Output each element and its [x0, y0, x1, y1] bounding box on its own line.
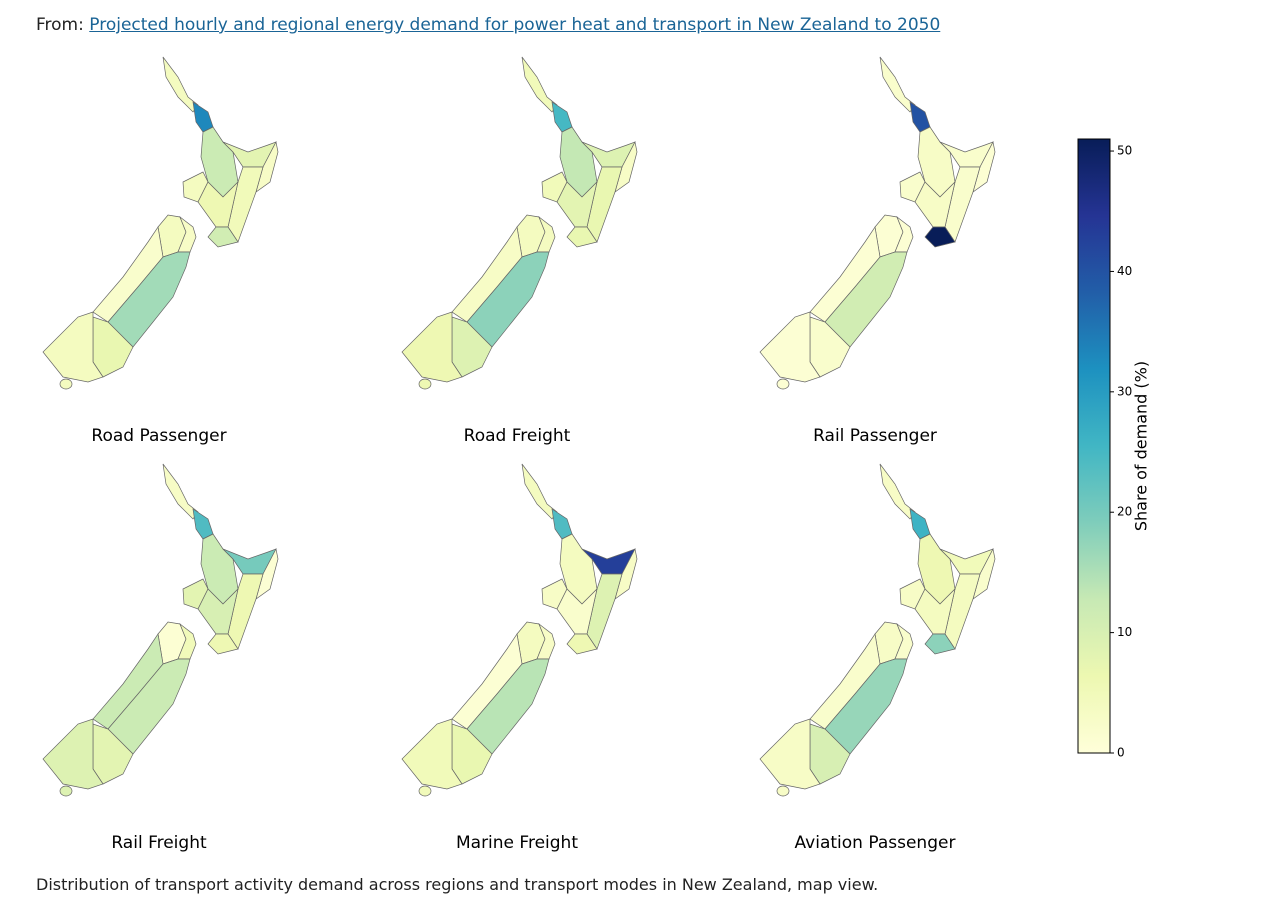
- caption: Distribution of transport activity deman…: [36, 875, 879, 894]
- colorbar-tick-label: 30: [1117, 384, 1132, 398]
- map-title: Road Passenger: [91, 426, 226, 446]
- map-title: Road Freight: [464, 426, 571, 446]
- map-title: Marine Freight: [456, 833, 578, 853]
- region: [107, 251, 191, 348]
- region: [566, 226, 598, 248]
- region: [879, 56, 916, 113]
- colorbar-tick-label: 20: [1117, 505, 1132, 519]
- island: [59, 785, 73, 797]
- colorbar-tick-label: 50: [1117, 144, 1132, 158]
- region: [521, 56, 558, 113]
- region: [521, 463, 558, 520]
- map: [42, 463, 279, 797]
- map-title: Aviation Passenger: [795, 833, 956, 853]
- region: [401, 718, 463, 790]
- region: [759, 718, 821, 790]
- map-title: Rail Passenger: [813, 426, 937, 446]
- island: [776, 785, 790, 797]
- region: [824, 658, 908, 755]
- region: [909, 101, 931, 133]
- region: [924, 633, 956, 655]
- source-link[interactable]: Projected hourly and regional energy dem…: [89, 15, 941, 35]
- region: [192, 101, 214, 133]
- region: [107, 658, 191, 755]
- colorbar-label: Share of demand (%): [1132, 361, 1151, 531]
- island: [418, 785, 432, 797]
- map: [42, 56, 279, 390]
- region: [466, 251, 550, 348]
- region: [909, 508, 931, 540]
- region: [759, 311, 821, 383]
- map: [759, 56, 996, 390]
- region: [401, 311, 463, 383]
- region: [824, 251, 908, 348]
- island: [776, 378, 790, 390]
- region: [207, 226, 239, 248]
- region: [42, 718, 104, 790]
- region: [879, 463, 916, 520]
- region: [551, 101, 573, 133]
- region: [162, 463, 199, 520]
- region: [162, 56, 199, 113]
- map-title: Rail Freight: [111, 833, 207, 853]
- map: [401, 463, 638, 797]
- region: [42, 311, 104, 383]
- region: [551, 508, 573, 540]
- colorbar-tick-label: 0: [1117, 746, 1125, 760]
- region: [192, 508, 214, 540]
- region: [924, 226, 956, 248]
- colorbar-tick-label: 40: [1117, 264, 1132, 278]
- region: [566, 633, 598, 655]
- region: [466, 658, 550, 755]
- colorbar-tick-label: 10: [1117, 625, 1132, 639]
- map: [759, 463, 996, 797]
- island: [418, 378, 432, 390]
- map: [401, 56, 638, 390]
- island: [59, 378, 73, 390]
- header: From: Projected hourly and regional ener…: [36, 15, 940, 35]
- header-prefix: From:: [36, 15, 84, 35]
- colorbar: [1077, 138, 1111, 754]
- region: [207, 633, 239, 655]
